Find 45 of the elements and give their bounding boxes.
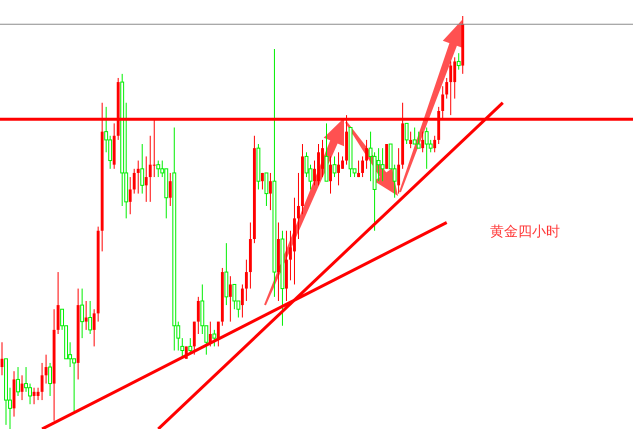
candlestick	[337, 152, 340, 186]
candlestick	[40, 362, 44, 401]
candlestick	[412, 127, 417, 145]
candlestick	[232, 284, 236, 310]
candlestick	[264, 172, 268, 206]
candlestick	[196, 296, 200, 335]
candlestick	[409, 131, 412, 149]
candlestick	[228, 276, 232, 322]
candlestick	[156, 160, 160, 178]
candlestick	[361, 156, 364, 178]
candlestick	[332, 156, 336, 178]
candlestick	[84, 300, 88, 330]
candlestick	[80, 288, 84, 339]
candlestick	[244, 259, 248, 302]
candlestick	[44, 354, 48, 384]
candlestick	[341, 156, 344, 170]
candlestick	[365, 139, 368, 170]
candlestick	[260, 172, 264, 190]
candlestick	[424, 127, 429, 170]
candlestick	[208, 321, 212, 347]
candlestick	[357, 160, 360, 178]
candlestick	[216, 321, 220, 347]
candlestick	[329, 156, 332, 194]
candlestick	[0, 342, 4, 376]
candlestick	[16, 366, 20, 396]
candlestick	[380, 148, 385, 182]
candlestick	[404, 122, 409, 145]
candlestick	[240, 284, 244, 318]
candlestick	[397, 148, 400, 194]
candlestick	[36, 387, 40, 401]
candlestick	[416, 131, 421, 149]
candlestick	[20, 374, 24, 401]
candlestick	[321, 139, 324, 178]
candlestick	[297, 172, 300, 240]
candlestick	[48, 362, 52, 396]
candlestick	[92, 308, 96, 347]
candlestick	[456, 52, 461, 70]
candlestick	[88, 300, 92, 335]
candlestick	[433, 135, 436, 153]
candlestick	[421, 131, 424, 153]
annotation: 黄金四小时	[490, 223, 560, 241]
candlestick	[268, 172, 272, 211]
candlestick	[140, 144, 144, 194]
candlestick	[212, 329, 216, 347]
candlestick	[32, 387, 36, 405]
